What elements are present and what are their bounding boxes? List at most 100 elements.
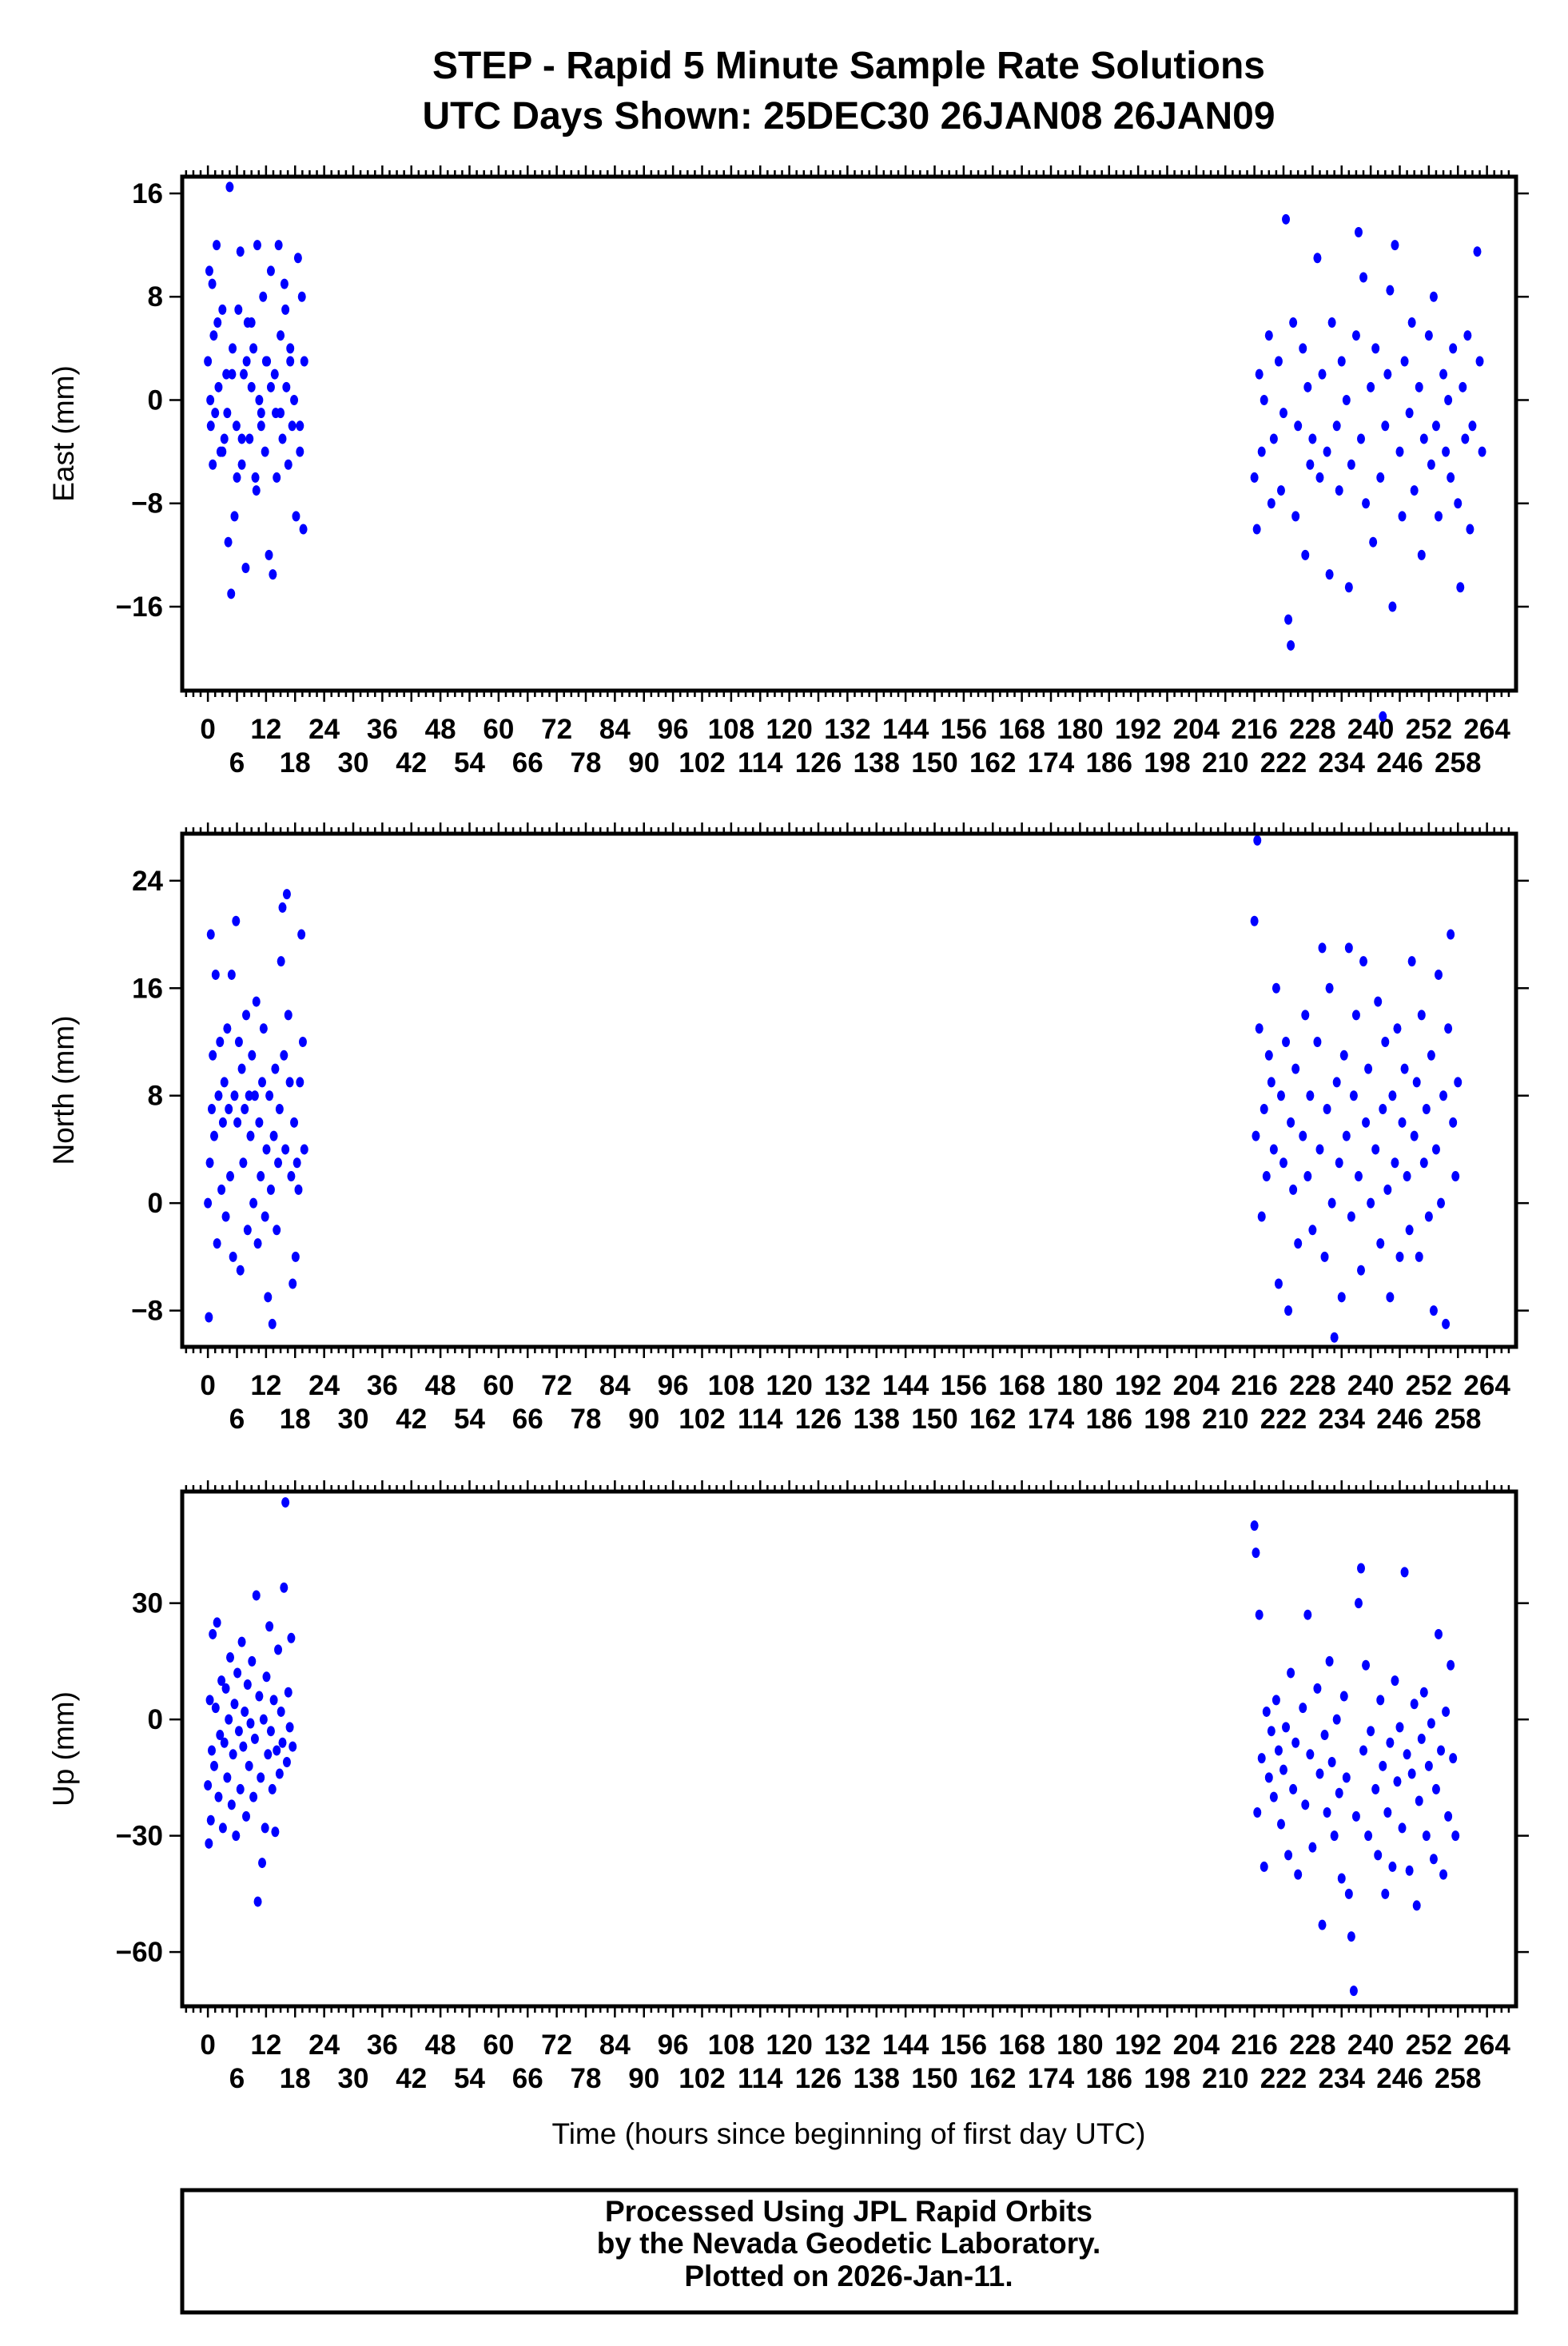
data-point [289, 1741, 297, 1752]
data-point [1299, 1130, 1307, 1141]
x-tick-label: 216 [1231, 714, 1277, 745]
data-point [1284, 1305, 1293, 1316]
data-point [1442, 1706, 1451, 1717]
data-point [1427, 1050, 1435, 1061]
data-point [268, 1783, 277, 1794]
data-point [230, 1090, 239, 1101]
x-tick-label: 252 [1406, 714, 1452, 745]
data-point [280, 278, 289, 289]
data-point [1400, 1567, 1409, 1578]
data-point [277, 1706, 285, 1717]
x-tick-label: 180 [1057, 1370, 1103, 1401]
data-point [1306, 459, 1315, 470]
x-tick-label: 78 [571, 747, 602, 779]
data-point [230, 1699, 239, 1710]
x-tick-label: 102 [679, 2063, 725, 2094]
data-point [218, 446, 227, 457]
data-point [1435, 511, 1443, 522]
data-point [1447, 472, 1455, 483]
data-point [1407, 317, 1416, 329]
data-point [229, 343, 237, 354]
data-point [1379, 1760, 1387, 1771]
x-tick-label: 18 [280, 2063, 311, 2094]
data-point [1344, 582, 1353, 593]
x-tick-label: 180 [1057, 2029, 1103, 2061]
data-point [224, 536, 233, 548]
data-point [220, 1077, 229, 1088]
data-point [285, 1077, 294, 1088]
data-point [261, 356, 270, 367]
data-point [1306, 1090, 1315, 1101]
data-point [1447, 929, 1455, 940]
x-tick-label: 84 [599, 2029, 631, 2061]
data-point [1335, 485, 1343, 496]
data-point [1279, 408, 1288, 419]
x-tick-label: 126 [795, 1404, 842, 1435]
data-point [1262, 1706, 1271, 1717]
y-tick-label: 0 [148, 1188, 163, 1219]
data-point [249, 1197, 258, 1209]
chart-title: STEP - Rapid 5 Minute Sample Rate Soluti… [432, 45, 1265, 87]
data-point [1276, 1818, 1285, 1830]
data-point [204, 356, 213, 367]
data-point [1367, 1197, 1375, 1209]
data-point [251, 472, 260, 483]
data-point [237, 1063, 246, 1074]
data-point [1379, 711, 1387, 722]
data-point [1376, 1238, 1385, 1249]
y-tick-label: 0 [148, 1704, 163, 1735]
y-tick-label: −8 [131, 488, 163, 520]
data-point [1269, 1144, 1278, 1155]
x-tick-label: 228 [1289, 2029, 1335, 2061]
data-point [1318, 942, 1327, 954]
data-point [1250, 915, 1259, 926]
data-point [1429, 1305, 1438, 1316]
x-tick-label: 108 [708, 2029, 754, 2061]
data-point [259, 291, 268, 302]
data-point [236, 1265, 245, 1276]
data-point [1315, 472, 1324, 483]
x-tick-label: 246 [1376, 2063, 1423, 2094]
data-point [1255, 1023, 1264, 1034]
x-tick-label: 48 [425, 1370, 456, 1401]
data-point [228, 368, 237, 380]
data-point [249, 1791, 258, 1802]
data-point [236, 1783, 245, 1794]
data-point [1332, 420, 1341, 432]
x-tick-label: 264 [1463, 714, 1510, 745]
x-tick-label: 42 [396, 1404, 427, 1435]
data-point [1313, 253, 1322, 264]
data-point [273, 1745, 281, 1756]
x-tick-label: 204 [1173, 1370, 1220, 1401]
data-point [293, 253, 302, 264]
x-tick-label: 234 [1319, 2063, 1366, 2094]
data-point [277, 330, 285, 341]
data-point [247, 317, 256, 329]
data-point [242, 356, 251, 367]
data-point [1447, 1659, 1455, 1671]
data-point [1427, 459, 1435, 470]
x-tick-label: 90 [628, 1404, 659, 1435]
data-point [1347, 459, 1355, 470]
data-point [1386, 1292, 1395, 1303]
data-point [241, 1706, 249, 1717]
data-point [220, 1737, 229, 1748]
data-point [1412, 1900, 1421, 1911]
data-point [211, 969, 220, 980]
data-point [211, 1703, 220, 1714]
data-point [1376, 472, 1385, 483]
data-point [269, 1695, 278, 1706]
data-point [229, 1749, 237, 1760]
data-point [1289, 317, 1298, 329]
data-point [1287, 1667, 1295, 1679]
data-point [298, 1036, 307, 1047]
x-tick-label: 246 [1376, 1404, 1423, 1435]
data-point [1431, 420, 1440, 432]
data-point [261, 446, 269, 457]
data-point [1398, 1117, 1407, 1128]
data-point [1431, 1144, 1440, 1155]
data-point [220, 433, 229, 444]
data-point [243, 1225, 252, 1236]
footer-frame [180, 2188, 1518, 2315]
data-point [1417, 1733, 1426, 1744]
